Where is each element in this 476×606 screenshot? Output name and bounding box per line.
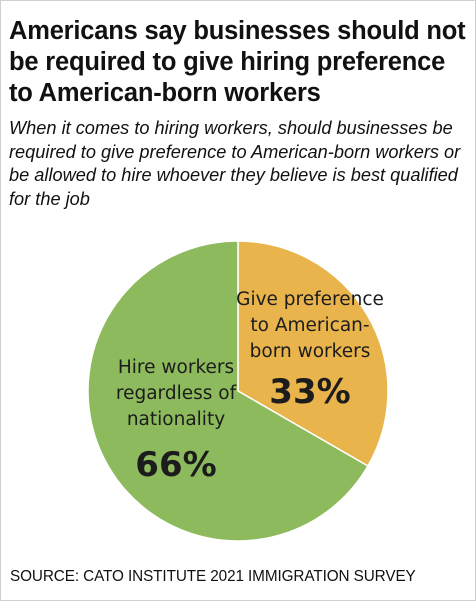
slice-label-0-line-0: Give preference — [236, 289, 384, 310]
chart-subtitle: When it comes to hiring workers, should … — [9, 118, 461, 209]
slice-label-1-line-1: regardless of — [116, 383, 237, 404]
slice-label-1-line-2: nationality — [127, 409, 225, 430]
pie-slice-0 — [237, 240, 389, 468]
slice-label-0-line-1: to American- — [250, 315, 369, 336]
pie-slice-1 — [87, 240, 369, 542]
slice-label-0-line-2: born workers — [250, 341, 371, 362]
slice-label-1-line-0: Hire workers — [118, 357, 234, 378]
slice-value-0: 33% — [269, 372, 350, 412]
source-note: SOURCE: CATO INSTITUTE 2021 IMMIGRATION … — [10, 568, 416, 585]
slice-value-1: 66% — [135, 445, 216, 485]
chart-title: Americans say businesses should not be r… — [9, 17, 466, 107]
